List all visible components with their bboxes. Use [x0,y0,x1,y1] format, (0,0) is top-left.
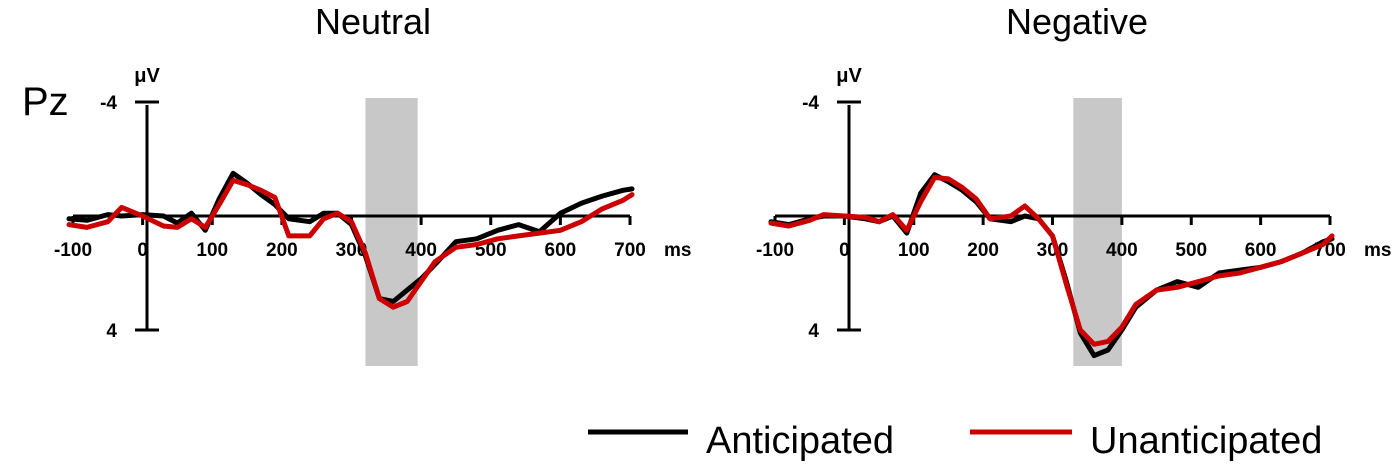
x-tick-label: 0 [839,240,850,261]
x-tick-label: 400 [405,240,437,261]
y-tick-label: 4 [808,321,819,342]
negative-panel: Negative-100 0 100 200 300 400 500 600 700 ms-44μ… [756,1,1391,366]
channel-label: Pz [22,80,69,124]
y-tick-label: -4 [802,93,819,114]
panel-title: Negative [1006,1,1148,42]
x-axis-label: ms [1364,240,1391,261]
series-anticipated-line [66,170,635,304]
y-axis-label: μV [836,65,862,87]
x-tick-label: -100 [54,240,92,261]
shaded-window [1073,98,1122,366]
shaded-window [365,98,418,366]
x-tick-label: 500 [1175,240,1207,261]
x-axis-label: ms [664,240,691,261]
x-tick-label: 600 [1245,240,1277,261]
legend: Anticipated Unanticipated [588,420,1322,462]
x-tick-label: 700 [614,240,646,261]
series-unanticipated-line [66,177,635,310]
x-tick-label: 100 [898,240,930,261]
legend-anticipated-label: Anticipated [706,420,894,462]
y-tick-label: 4 [106,321,117,342]
x-tick-label: 400 [1106,240,1138,261]
y-tick-label: -4 [100,93,117,114]
x-tick-label: 0 [137,240,148,261]
x-tick-label: -100 [756,240,794,261]
x-tick-label: 600 [545,240,577,261]
panel-title: Neutral [315,1,431,42]
x-tick-label: 100 [196,240,228,261]
y-axis-label: μV [134,65,160,87]
x-tick-label: 200 [266,240,298,261]
series-unanticipated-line [768,175,1335,347]
legend-unanticipated-label: Unanticipated [1090,420,1322,462]
x-tick-label: 200 [967,240,999,261]
series-anticipated-line [768,172,1335,359]
